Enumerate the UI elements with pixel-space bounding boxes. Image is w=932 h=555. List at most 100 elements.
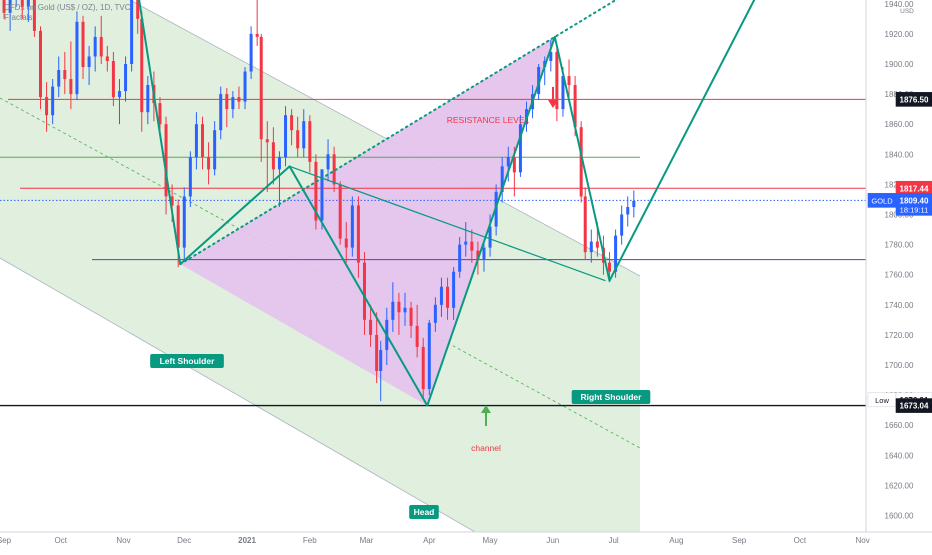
- candle-body[interactable]: [93, 36, 97, 57]
- candle-body[interactable]: [2, 0, 6, 13]
- candle-body[interactable]: [45, 97, 49, 116]
- candle-body[interactable]: [375, 334, 379, 372]
- candle-body[interactable]: [8, 0, 12, 13]
- candle-body[interactable]: [201, 124, 204, 158]
- symbol-title[interactable]: CFDs on Gold (US$ / OZ), 1D, TVC: [4, 3, 131, 12]
- candle-body[interactable]: [176, 205, 180, 248]
- candle-body[interactable]: [506, 157, 510, 167]
- candle-body[interactable]: [632, 200, 636, 207]
- candle-body[interactable]: [567, 76, 571, 86]
- candle-body[interactable]: [379, 349, 383, 372]
- candle-body[interactable]: [231, 97, 235, 110]
- candle-body[interactable]: [421, 346, 425, 390]
- candle-body[interactable]: [170, 196, 174, 206]
- candle-body[interactable]: [105, 56, 109, 61]
- candle-body[interactable]: [573, 85, 577, 128]
- candle-body[interactable]: [314, 161, 318, 221]
- candle-body[interactable]: [182, 196, 186, 248]
- candle-body[interactable]: [446, 286, 450, 308]
- candle-body[interactable]: [369, 319, 373, 335]
- candle-body[interactable]: [158, 103, 162, 125]
- candle-body[interactable]: [344, 238, 348, 248]
- candle-body[interactable]: [63, 70, 67, 80]
- candle-body[interactable]: [302, 121, 306, 149]
- pattern-path[interactable]: [134, 0, 756, 407]
- candle-body[interactable]: [277, 157, 281, 170]
- candle-body[interactable]: [518, 124, 522, 173]
- candle-body[interactable]: [326, 154, 330, 170]
- candle-body[interactable]: [26, 0, 30, 7]
- candle-body[interactable]: [207, 157, 211, 170]
- candle-body[interactable]: [296, 130, 300, 149]
- candle-body[interactable]: [608, 262, 612, 272]
- candle-body[interactable]: [561, 76, 565, 110]
- candle-body[interactable]: [69, 79, 73, 95]
- candle-body[interactable]: [589, 241, 593, 253]
- indicator-name[interactable]: Fractals: [4, 13, 33, 22]
- candle-body[interactable]: [188, 157, 192, 197]
- candle-body[interactable]: [32, 0, 36, 31]
- candle-body[interactable]: [117, 91, 121, 98]
- candle-body[interactable]: [500, 166, 504, 192]
- candle-body[interactable]: [39, 30, 42, 98]
- candle-body[interactable]: [225, 94, 229, 110]
- candle-body[interactable]: [579, 127, 583, 197]
- candle-body[interactable]: [20, 0, 24, 7]
- candle-body[interactable]: [403, 307, 407, 313]
- candle-body[interactable]: [308, 121, 312, 162]
- candle-body[interactable]: [75, 21, 79, 95]
- candle-body[interactable]: [194, 124, 198, 158]
- candle-body[interactable]: [284, 115, 288, 158]
- candle-body[interactable]: [320, 169, 324, 221]
- candle-body[interactable]: [595, 241, 599, 248]
- candle-body[interactable]: [249, 33, 253, 72]
- candle-body[interactable]: [620, 214, 624, 236]
- candle-body[interactable]: [439, 286, 443, 305]
- candle-body[interactable]: [164, 124, 168, 197]
- candle-body[interactable]: [219, 94, 223, 131]
- candle-body[interactable]: [512, 157, 516, 173]
- candle-body[interactable]: [433, 304, 437, 323]
- candle-body[interactable]: [452, 271, 456, 308]
- candle-body[interactable]: [583, 196, 587, 253]
- candle-body[interactable]: [290, 115, 294, 131]
- candle-body[interactable]: [356, 205, 360, 263]
- candle-body[interactable]: [87, 56, 91, 68]
- candle-body[interactable]: [259, 36, 263, 140]
- candle-body[interactable]: [146, 85, 150, 113]
- candle-body[interactable]: [255, 33, 259, 37]
- candle-body[interactable]: [243, 71, 247, 102]
- candle-body[interactable]: [136, 0, 140, 19]
- candle-body[interactable]: [57, 70, 61, 87]
- candle-body[interactable]: [81, 21, 85, 68]
- candle-body[interactable]: [51, 86, 55, 116]
- candle-body[interactable]: [458, 244, 462, 272]
- candle-body[interactable]: [271, 142, 275, 170]
- candle-body[interactable]: [213, 130, 217, 170]
- candle-body[interactable]: [332, 154, 336, 185]
- candle-body[interactable]: [397, 301, 401, 313]
- candle-body[interactable]: [488, 226, 492, 248]
- candle-body[interactable]: [549, 51, 553, 61]
- candle-body[interactable]: [237, 97, 241, 102]
- candle-body[interactable]: [626, 206, 630, 215]
- candle-body[interactable]: [537, 67, 541, 95]
- candle-body[interactable]: [130, 0, 134, 64]
- candle-body[interactable]: [140, 18, 144, 113]
- candle-body[interactable]: [427, 322, 431, 390]
- candle-body[interactable]: [415, 325, 419, 347]
- candle-body[interactable]: [409, 307, 413, 326]
- candle-body[interactable]: [124, 64, 128, 92]
- candle-body[interactable]: [476, 250, 480, 260]
- candle-body[interactable]: [470, 241, 474, 251]
- candle-body[interactable]: [391, 301, 395, 320]
- candle-body[interactable]: [555, 51, 559, 110]
- candle-body[interactable]: [99, 36, 103, 57]
- candle-body[interactable]: [265, 139, 269, 143]
- candle-body[interactable]: [482, 247, 486, 260]
- candle-body[interactable]: [338, 184, 342, 239]
- candle-body[interactable]: [464, 241, 468, 245]
- candle-body[interactable]: [614, 235, 618, 272]
- candle-body[interactable]: [350, 205, 354, 248]
